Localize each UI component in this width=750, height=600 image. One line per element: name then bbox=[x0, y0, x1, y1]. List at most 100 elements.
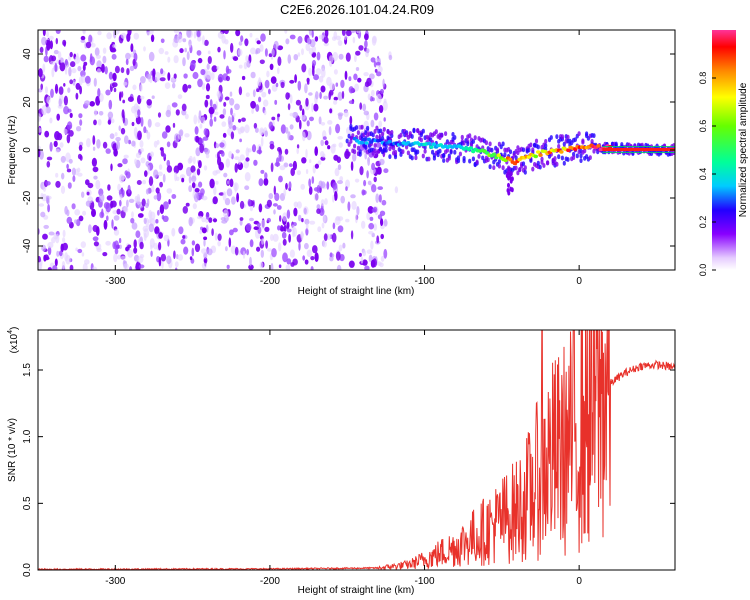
noise-blob bbox=[181, 177, 185, 183]
noise-blob bbox=[159, 181, 164, 188]
noise-blob bbox=[199, 143, 205, 154]
noise-blob bbox=[51, 55, 57, 62]
noise-blob bbox=[259, 44, 264, 52]
noise-blob bbox=[249, 32, 253, 38]
noise-blob bbox=[83, 61, 88, 66]
colorbar: 0.0 0.2 0.4 0.6 0.8 Normalized spectral ampl… bbox=[698, 30, 749, 276]
noise-blob bbox=[232, 113, 236, 117]
noise-blob bbox=[332, 182, 338, 190]
noise-blob bbox=[215, 143, 220, 149]
noise-blob bbox=[316, 208, 321, 214]
noise-blob bbox=[78, 215, 84, 222]
noise-blob bbox=[139, 140, 144, 148]
noise-blob bbox=[75, 92, 79, 100]
noise-blob bbox=[272, 233, 279, 242]
noise-blob bbox=[74, 209, 81, 216]
noise-blob bbox=[217, 156, 222, 166]
noise-blob bbox=[167, 72, 171, 81]
ridge-dip bbox=[507, 182, 510, 188]
noise-blob bbox=[284, 148, 289, 155]
ridge-halo bbox=[408, 131, 412, 136]
noise-blob bbox=[219, 114, 225, 119]
noise-blob bbox=[40, 211, 46, 218]
noise-blob bbox=[183, 246, 189, 255]
noise-blob bbox=[67, 108, 72, 113]
noise-blob bbox=[46, 156, 53, 161]
snr-xtick-label: -100 bbox=[415, 576, 435, 587]
ridge-halo bbox=[523, 169, 527, 175]
noise-blob bbox=[119, 199, 122, 207]
noise-blob bbox=[275, 82, 279, 88]
ridge-halo bbox=[484, 140, 488, 146]
noise-blob bbox=[275, 157, 280, 168]
noise-blob bbox=[71, 203, 76, 210]
noise-blob bbox=[263, 177, 269, 186]
noise-blob bbox=[272, 203, 278, 207]
noise-blob bbox=[221, 34, 226, 44]
noise-blob bbox=[378, 120, 383, 128]
noise-blob bbox=[74, 55, 81, 64]
noise-blob bbox=[305, 97, 309, 107]
noise-blob bbox=[293, 207, 298, 217]
noise-blob bbox=[271, 248, 277, 258]
noise-blob bbox=[280, 124, 286, 134]
noise-blob bbox=[260, 136, 264, 147]
noise-blob bbox=[110, 163, 113, 172]
noise-blob bbox=[264, 79, 270, 89]
spectrogram-xtick-label: -300 bbox=[105, 276, 125, 287]
noise-blob bbox=[319, 91, 322, 99]
noise-blob bbox=[176, 33, 183, 43]
noise-blob bbox=[288, 163, 293, 168]
noise-blob bbox=[79, 85, 82, 95]
noise-blob bbox=[105, 148, 111, 154]
noise-blob bbox=[253, 159, 258, 166]
colorbar-tick-label: 0.0 bbox=[698, 264, 708, 277]
noise-blob bbox=[286, 209, 291, 219]
noise-blob bbox=[160, 253, 167, 262]
ridge-halo bbox=[393, 149, 398, 155]
noise-blob bbox=[244, 124, 250, 134]
noise-blob bbox=[198, 138, 204, 144]
noise-blob bbox=[370, 57, 376, 63]
noise-blob bbox=[383, 218, 388, 227]
noise-blob bbox=[245, 55, 249, 63]
ridge-halo bbox=[353, 149, 357, 155]
ridge-halo bbox=[544, 143, 548, 149]
noise-blob bbox=[357, 77, 362, 83]
noise-blob bbox=[217, 46, 221, 53]
noise-blob bbox=[143, 217, 147, 225]
ridge-halo bbox=[549, 135, 553, 140]
noise-blob bbox=[326, 181, 330, 190]
noise-blob bbox=[62, 39, 67, 46]
noise-blob bbox=[43, 254, 49, 261]
ridge-point bbox=[362, 137, 367, 142]
noise-blob bbox=[277, 225, 281, 231]
noise-blob bbox=[268, 193, 274, 200]
noise-blob bbox=[260, 249, 264, 258]
noise-blob bbox=[286, 258, 292, 265]
noise-blob bbox=[192, 71, 199, 80]
ridge-halo bbox=[516, 170, 520, 176]
noise-blob bbox=[146, 31, 151, 36]
noise-blob bbox=[133, 126, 138, 137]
ridge-point bbox=[468, 146, 474, 150]
noise-blob bbox=[153, 242, 158, 250]
noise-blob bbox=[320, 181, 326, 189]
noise-blob bbox=[76, 126, 82, 132]
noise-blob bbox=[137, 213, 144, 218]
noise-blob bbox=[366, 249, 373, 254]
noise-blob bbox=[155, 187, 160, 194]
noise-blob bbox=[270, 262, 274, 270]
ridge-halo bbox=[445, 148, 449, 153]
noise-blob bbox=[236, 192, 240, 203]
noise-blob bbox=[79, 119, 83, 126]
ridge-halo bbox=[477, 154, 481, 159]
ridge-point bbox=[387, 139, 392, 144]
noise-blob bbox=[160, 38, 165, 44]
noise-blob bbox=[191, 175, 197, 183]
noise-blob bbox=[261, 91, 267, 98]
noise-blob bbox=[209, 118, 213, 127]
noise-blob bbox=[98, 193, 105, 203]
ridge-halo bbox=[503, 152, 507, 158]
noise-blob bbox=[377, 214, 383, 220]
